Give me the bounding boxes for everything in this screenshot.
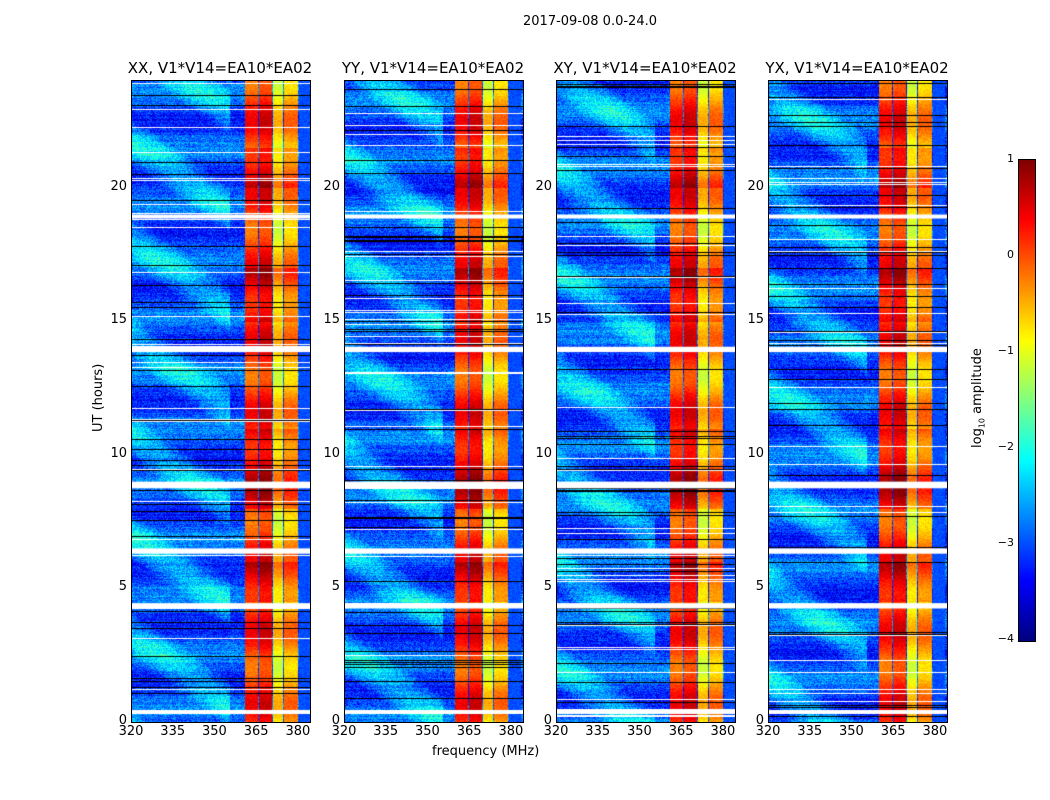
y-tick-label: 15 — [747, 312, 764, 328]
y-tick-label: 15 — [323, 312, 340, 328]
x-tick-label: 350 — [202, 724, 227, 739]
y-tick-label: 5 — [543, 579, 552, 595]
y-tick-label: 20 — [747, 178, 764, 194]
heatmap-panel-yx — [768, 80, 948, 723]
y-tick-label: 5 — [331, 579, 340, 595]
colorbar-tick-label: −4 — [997, 632, 1014, 645]
heatmap-panel-yy — [344, 80, 524, 723]
y-axis-label: UT (hours) — [91, 363, 106, 432]
heatmap-panel-xy — [556, 80, 736, 723]
colorbar-label: log10 amplitude — [970, 348, 987, 448]
x-tick-label: 380 — [922, 724, 948, 739]
x-tick-label: 335 — [797, 724, 823, 739]
panel-title: XX, V1*V14=EA10*EA02 — [127, 59, 313, 77]
x-tick-label: 320 — [543, 724, 569, 739]
x-tick-label: 365 — [456, 724, 482, 739]
colorbar-tick-label: −3 — [997, 536, 1014, 549]
y-tick-label: 10 — [535, 445, 552, 461]
colorbar — [1018, 159, 1036, 642]
y-tick-label: 10 — [110, 445, 127, 461]
x-tick-label: 365 — [668, 724, 694, 739]
x-axis-label: frequency (MHz) — [432, 744, 540, 759]
y-tick-label: 5 — [755, 579, 764, 595]
y-tick-label: 20 — [110, 178, 127, 194]
panel-title: YX, V1*V14=EA10*EA02 — [765, 59, 949, 77]
y-tick-label: 0 — [331, 713, 340, 728]
figure-title: 2017-09-08 0.0-24.0 — [523, 14, 657, 29]
y-tick-label: 15 — [110, 312, 127, 328]
y-tick-label: 0 — [755, 713, 764, 728]
x-tick-label: 350 — [415, 724, 440, 739]
x-tick-label: 320 — [331, 724, 357, 739]
x-tick-label: 365 — [880, 724, 906, 739]
x-tick-label: 320 — [118, 724, 144, 739]
colorbar-tick-label: −1 — [997, 344, 1014, 357]
x-tick-label: 320 — [755, 724, 781, 739]
x-tick-label: 380 — [710, 724, 736, 739]
y-tick-label: 0 — [118, 713, 127, 728]
x-tick-label: 335 — [373, 724, 399, 739]
y-tick-label: 10 — [747, 445, 764, 461]
y-tick-label: 0 — [543, 713, 552, 728]
x-tick-label: 365 — [243, 724, 269, 739]
colorbar-tick-label: −2 — [997, 440, 1014, 453]
y-tick-label: 20 — [323, 178, 340, 194]
x-tick-label: 380 — [285, 724, 311, 739]
y-tick-label: 10 — [323, 445, 340, 461]
colorbar-tick-label: 0 — [1007, 248, 1014, 261]
y-tick-label: 15 — [535, 312, 552, 328]
y-tick-label: 20 — [535, 178, 552, 194]
panel-title: YY, V1*V14=EA10*EA02 — [341, 59, 525, 77]
x-tick-label: 380 — [498, 724, 524, 739]
x-tick-label: 335 — [585, 724, 611, 739]
y-tick-label: 5 — [118, 579, 127, 595]
heatmap-panel-xx — [131, 80, 311, 723]
x-tick-label: 350 — [839, 724, 864, 739]
x-tick-label: 335 — [160, 724, 186, 739]
x-tick-label: 350 — [627, 724, 652, 739]
colorbar-tick-label: 1 — [1007, 152, 1014, 165]
panel-title: XY, V1*V14=EA10*EA02 — [553, 59, 737, 77]
